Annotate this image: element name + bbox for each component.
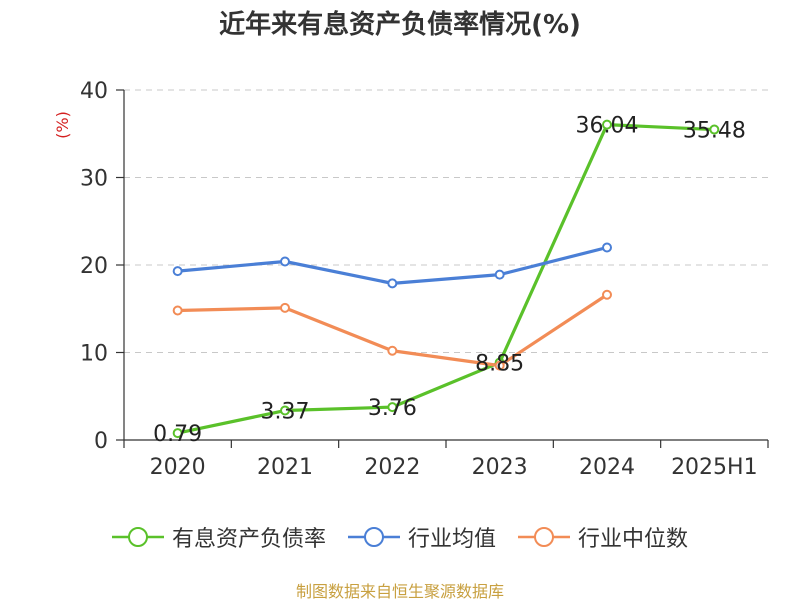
data-point: [280, 405, 290, 416]
legend-swatch: [111, 527, 164, 547]
x-tick-label: 2022: [364, 455, 420, 480]
axes: 0 10 20 30 40 2020 2021 2022 2023 2024 2025H1 (%): [53, 79, 769, 480]
legend-item[interactable]: 行业中位数: [518, 521, 688, 553]
data-point: [280, 302, 290, 313]
y-tick-label: 40: [80, 79, 108, 104]
legend-swatch-marker: [534, 527, 554, 547]
series-line: [177, 123, 715, 435]
legend-swatch: [347, 527, 400, 547]
data-labels: 0.79 3.37 3.76 8.85 36.04 35.48: [153, 114, 746, 447]
legend-label: 行业中位数: [578, 527, 689, 552]
data-point: [494, 360, 505, 371]
data-label: 3.76: [368, 396, 417, 421]
data-label: 35.48: [683, 119, 746, 144]
legend-label: 行业均值: [407, 527, 496, 552]
x-tick-label: 2020: [150, 455, 206, 480]
data-point: [387, 345, 398, 356]
legend-label: 有息资产负债率: [171, 527, 326, 552]
data-point: [172, 305, 183, 316]
legend-item[interactable]: 行业均值: [347, 521, 496, 553]
data-point: [280, 256, 290, 267]
y-tick-label: 0: [94, 429, 108, 454]
x-tick-label: 2021: [257, 455, 313, 480]
data-point: [172, 428, 183, 439]
chart-title: 近年来有息资产负债率情况(%): [219, 10, 581, 40]
legend: 有息资产负债率 行业均值 行业中位数: [0, 519, 800, 555]
data-point: [602, 242, 612, 253]
legend-swatch-marker: [363, 527, 384, 547]
data-point: [387, 278, 398, 289]
y-tick-label: 10: [80, 342, 108, 367]
x-tick-label: 2023: [472, 455, 528, 480]
data-label: 36.04: [576, 114, 639, 139]
y-tick-label: 30: [80, 167, 108, 192]
source-note: 制图数据来自恒生聚源数据库: [295, 582, 504, 601]
data-point: [602, 289, 612, 300]
data-label: 8.85: [475, 352, 524, 377]
data-point: [709, 124, 720, 135]
data-label: 3.37: [261, 400, 310, 425]
legend-swatch: [518, 527, 570, 547]
x-tick-label: 2024: [579, 455, 635, 480]
y-tick-label: 20: [80, 254, 108, 279]
data-point: [494, 269, 505, 280]
legend-swatch-marker: [127, 527, 148, 547]
grid-lines: [124, 89, 768, 353]
data-point: [602, 119, 612, 130]
series-lines: [172, 119, 720, 439]
x-tick-label: 2025H1: [671, 455, 758, 480]
data-point: [172, 266, 183, 277]
y-axis-label: (%): [53, 111, 72, 139]
data-point: [387, 402, 398, 413]
legend-item[interactable]: 有息资产负债率: [111, 521, 326, 553]
data-label: 0.79: [153, 422, 202, 447]
